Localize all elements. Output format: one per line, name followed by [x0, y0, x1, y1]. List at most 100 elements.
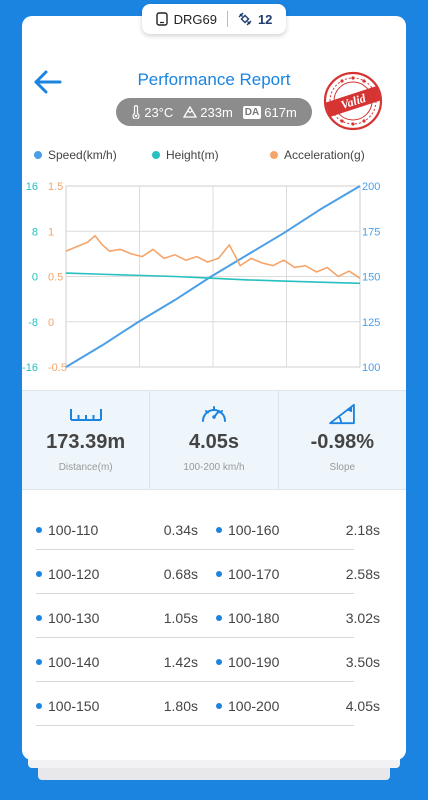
- y-tick-label-right: 125: [362, 317, 380, 329]
- device-status-pill[interactable]: DRG69 12: [142, 4, 286, 34]
- split-right-time: 4.05s: [345, 698, 380, 714]
- stat-distance-value: 173.39m: [46, 431, 126, 453]
- stats-panel: 173.39m Distance(m) 4.05s 100-200 km/h -…: [22, 390, 406, 490]
- split-left-label: 100-150: [36, 698, 99, 714]
- acceleration-series-line: [65, 234, 361, 279]
- legend-acceleration-dot: [270, 151, 278, 159]
- speed-series-line: [65, 185, 361, 368]
- mountain-icon: [183, 106, 198, 118]
- temperature-value: 23°C: [144, 104, 174, 120]
- valid-stamp: Valid: [323, 71, 383, 131]
- stat-slope: -0.98% Slope: [279, 391, 406, 489]
- stat-slope-value: -0.98%: [310, 431, 374, 453]
- speedometer-icon: [201, 406, 226, 422]
- split-right-label: 100-160: [216, 522, 279, 538]
- legend-speed-label: Speed(km/h): [48, 148, 117, 162]
- bullet-dot: [36, 659, 42, 665]
- y-tick-label-left-inner: 1.5: [48, 181, 63, 193]
- split-right-label: 100-190: [216, 654, 279, 670]
- split-row: 100-120 0.68s 100-170 2.58s: [22, 552, 406, 596]
- stat-time-label: 100-200 km/h: [183, 462, 245, 473]
- split-divider: [36, 593, 354, 594]
- y-tick-label-left-inner: 1: [48, 226, 54, 238]
- height-series-line: [65, 272, 361, 285]
- slope-icon: [329, 403, 356, 425]
- split-divider: [36, 637, 354, 638]
- stat-slope-label: Slope: [329, 462, 356, 473]
- split-row: 100-110 0.34s 100-160 2.18s: [22, 508, 406, 552]
- altitude-item: 233m: [183, 105, 233, 120]
- bullet-dot: [36, 703, 42, 709]
- split-left-label: 100-140: [36, 654, 99, 670]
- split-right-time: 2.58s: [345, 566, 380, 582]
- legend-speed-dot: [34, 151, 42, 159]
- report-card: [22, 16, 406, 760]
- split-divider: [36, 681, 354, 682]
- split-row: 100-140 1.42s 100-190 3.50s: [22, 640, 406, 684]
- satellite-icon: [238, 12, 252, 26]
- split-right-label: 100-200: [216, 698, 279, 714]
- bullet-dot: [216, 615, 222, 621]
- ruler-icon: [69, 409, 102, 421]
- y-tick-label-left-outer: -8: [28, 317, 38, 329]
- bullet-dot: [216, 659, 222, 665]
- back-arrow-icon[interactable]: [32, 68, 64, 96]
- split-right-time: 2.18s: [345, 522, 380, 538]
- split-divider: [36, 549, 354, 550]
- temperature-item: 23°C: [131, 105, 173, 120]
- bullet-dot: [36, 527, 42, 533]
- bullet-dot: [36, 615, 42, 621]
- y-tick-label-left-outer: -16: [22, 362, 38, 374]
- thermometer-icon: [132, 105, 140, 119]
- legend-acceleration-label: Acceleration(g): [284, 148, 365, 162]
- split-divider: [36, 725, 354, 726]
- y-tick-label-left-inner: -0.5: [48, 362, 67, 374]
- split-left-time: 1.80s: [163, 698, 198, 714]
- stat-time-value: 4.05s: [188, 431, 240, 453]
- split-left-label: 100-130: [36, 610, 99, 626]
- da-badge: DA: [242, 105, 262, 119]
- bullet-dot: [216, 527, 222, 533]
- y-tick-label-left-outer: 0: [32, 272, 38, 284]
- split-right-time: 3.50s: [345, 654, 380, 670]
- legend-speed[interactable]: Speed(km/h): [34, 148, 117, 162]
- y-tick-label-right: 200: [362, 181, 380, 193]
- split-left-time: 0.68s: [163, 566, 198, 582]
- stat-distance: 173.39m Distance(m): [22, 391, 151, 489]
- split-row: 100-130 1.05s 100-180 3.02s: [22, 596, 406, 640]
- performance-chart: 16 8 0 -8 -16 1.5 1 0.5 0 -0.5 200 175 150 125 100: [22, 181, 380, 374]
- split-left-time: 1.42s: [163, 654, 198, 670]
- divider: [226, 11, 228, 27]
- y-tick-label-left-outer: 16: [26, 181, 38, 193]
- y-tick-label-right: 150: [362, 272, 380, 284]
- legend-acceleration[interactable]: Acceleration(g): [270, 148, 365, 162]
- density-altitude-value: 617m: [264, 104, 297, 120]
- y-tick-label-right: 175: [362, 226, 380, 238]
- split-row: 100-150 1.80s 100-200 4.05s: [22, 684, 406, 728]
- altitude-value: 233m: [200, 104, 233, 120]
- stat-time: 4.05s 100-200 km/h: [150, 391, 279, 489]
- split-right-label: 100-180: [216, 610, 279, 626]
- environment-pill: 23°C 233m DA 617m: [116, 98, 312, 126]
- device-name: DRG69: [173, 11, 217, 27]
- bullet-dot: [216, 703, 222, 709]
- density-altitude-item: DA 617m: [242, 104, 297, 120]
- legend-height[interactable]: Height(m): [152, 148, 219, 162]
- page-title: Performance Report: [137, 70, 291, 89]
- split-left-time: 1.05s: [163, 610, 198, 626]
- split-left-time: 0.34s: [163, 522, 198, 538]
- split-right-time: 3.02s: [345, 610, 380, 626]
- split-left-label: 100-120: [36, 566, 99, 582]
- stat-distance-label: Distance(m): [58, 462, 113, 473]
- split-right-label: 100-170: [216, 566, 279, 582]
- satellite-count: 12: [257, 11, 273, 27]
- bullet-dot: [36, 571, 42, 577]
- y-tick-label-right: 100: [362, 362, 380, 374]
- y-tick-label-left-inner: 0: [48, 317, 54, 329]
- y-tick-label-left-inner: 0.5: [48, 272, 63, 284]
- device-icon: [155, 12, 168, 26]
- split-left-label: 100-110: [36, 522, 98, 538]
- bullet-dot: [216, 571, 222, 577]
- y-tick-label-left-outer: 8: [32, 226, 38, 238]
- legend-height-dot: [152, 151, 160, 159]
